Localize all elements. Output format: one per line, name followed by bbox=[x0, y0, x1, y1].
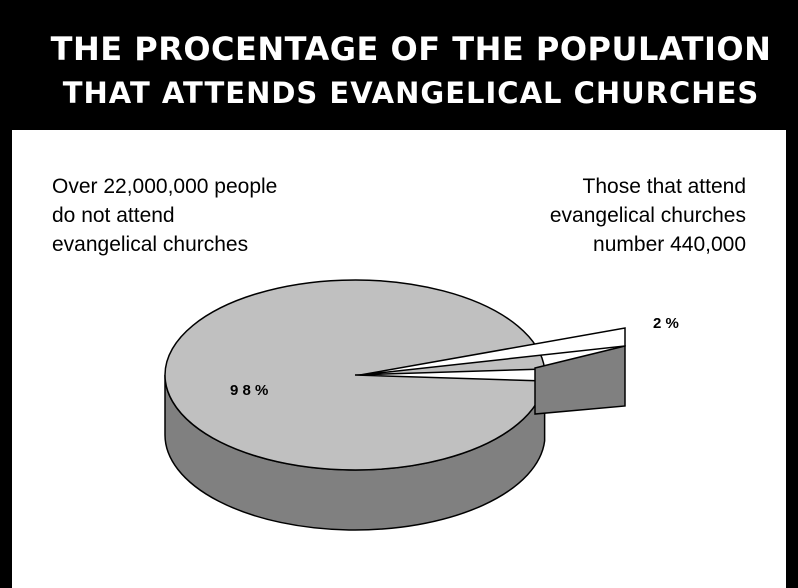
annotation-line: Over 22,000,000 people bbox=[52, 175, 278, 198]
annotation-attending: Those that attend evangelical churches n… bbox=[550, 172, 746, 259]
pie-slice-exploded-side bbox=[534, 345, 626, 415]
pie-slice-main-top bbox=[164, 279, 546, 471]
annotation-line: evangelical churches bbox=[52, 233, 249, 256]
pie-label-main: 9 8 % bbox=[230, 382, 268, 399]
pie-slice-exploded-top bbox=[359, 327, 626, 376]
pie-label-exploded: 2 % bbox=[653, 315, 679, 332]
chart-title: THE PROCENTAGE OF THE POPULATION bbox=[50, 30, 772, 68]
annotation-line: number 440,000 bbox=[593, 233, 746, 256]
chart-header: THE PROCENTAGE OF THE POPULATION THAT AT… bbox=[12, 0, 798, 130]
pie-slice-exploded bbox=[359, 327, 626, 415]
annotation-line: evangelical churches bbox=[549, 204, 746, 227]
annotation-line: Those that attend bbox=[582, 175, 746, 198]
chart-subtitle: THAT ATTENDS EVANGELICAL CHURCHES bbox=[62, 76, 760, 110]
pie-slice-main bbox=[164, 279, 546, 531]
annotation-not-attending: Over 22,000,000 people do not attend eva… bbox=[52, 172, 277, 259]
annotation-line: do not attend bbox=[52, 204, 175, 227]
